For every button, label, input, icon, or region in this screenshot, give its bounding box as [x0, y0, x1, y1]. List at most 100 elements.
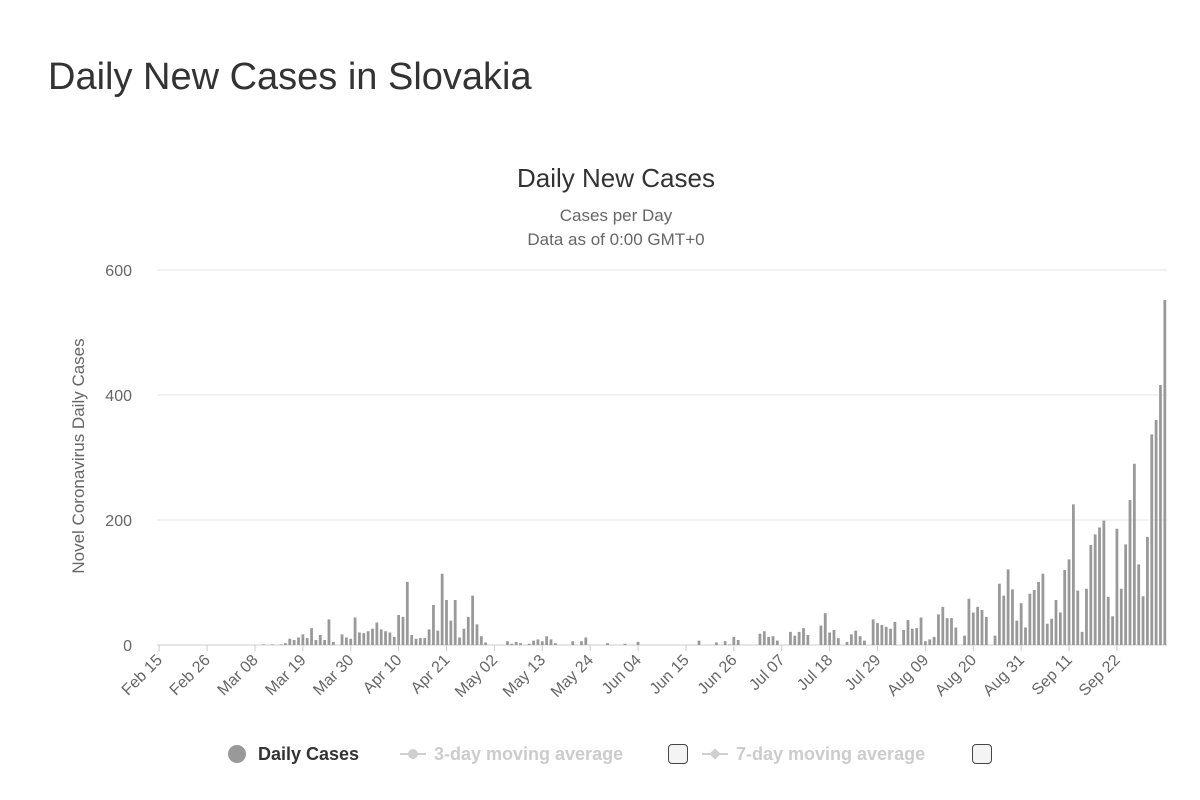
- bar-day-48[interactable]: [366, 631, 370, 645]
- bar-day-203[interactable]: [1041, 573, 1045, 645]
- bar-day-165[interactable]: [876, 623, 879, 646]
- bar-day-47[interactable]: [362, 633, 366, 646]
- bar-day-61[interactable]: [423, 638, 427, 646]
- bar-day-181[interactable]: [945, 618, 949, 646]
- bar-day-176[interactable]: [923, 641, 927, 645]
- bar-day-24[interactable]: [262, 644, 266, 646]
- bar-day-146[interactable]: [793, 635, 797, 646]
- bar-day-167[interactable]: [884, 626, 888, 646]
- bar-day-160[interactable]: [854, 630, 858, 646]
- bar-day-207[interactable]: [1058, 612, 1062, 646]
- bar-day-222[interactable]: [1124, 544, 1128, 646]
- bar-day-148[interactable]: [802, 628, 805, 646]
- bar-day-43[interactable]: [344, 637, 348, 646]
- bar-day-147[interactable]: [797, 631, 801, 646]
- bar-day-230[interactable]: [1159, 385, 1162, 645]
- legend-item-daily-cases[interactable]: Daily Cases: [228, 740, 359, 768]
- bar-day-81[interactable]: [510, 643, 514, 645]
- bar-day-158[interactable]: [845, 641, 849, 646]
- bar-day-59[interactable]: [414, 638, 418, 645]
- bar-day-188[interactable]: [976, 606, 980, 646]
- bar-day-213[interactable]: [1085, 588, 1088, 645]
- bar-day-198[interactable]: [1019, 603, 1023, 646]
- bar-day-227[interactable]: [1146, 536, 1149, 646]
- bar-day-63[interactable]: [432, 605, 435, 645]
- bar-day-162[interactable]: [863, 640, 866, 646]
- bar-day-82[interactable]: [514, 641, 518, 646]
- bar-day-229[interactable]: [1154, 420, 1158, 645]
- bar-day-166[interactable]: [880, 625, 884, 645]
- bar-day-62[interactable]: [427, 629, 431, 646]
- bar-day-175[interactable]: [919, 617, 923, 646]
- bar-day-164[interactable]: [871, 619, 875, 646]
- bar-day-159[interactable]: [849, 634, 853, 646]
- bar-day-88[interactable]: [540, 641, 544, 645]
- bar-day-187[interactable]: [971, 612, 975, 646]
- bar-day-29[interactable]: [284, 643, 287, 646]
- bar-day-225[interactable]: [1137, 564, 1141, 646]
- checkbox-7day-average[interactable]: [972, 744, 992, 764]
- bar-day-70[interactable]: [462, 628, 466, 645]
- bar-day-178[interactable]: [932, 636, 936, 646]
- bar-day-197[interactable]: [1015, 620, 1019, 646]
- bar-day-72[interactable]: [471, 595, 475, 646]
- bar-day-107[interactable]: [623, 643, 627, 645]
- bar-day-39[interactable]: [327, 619, 331, 646]
- bar-day-202[interactable]: [1037, 581, 1040, 646]
- bar-day-140[interactable]: [767, 636, 771, 646]
- bar-day-32[interactable]: [297, 637, 300, 646]
- bar-day-46[interactable]: [358, 632, 361, 646]
- bar-day-204[interactable]: [1045, 623, 1049, 645]
- bar-day-189[interactable]: [980, 610, 984, 645]
- bar-day-50[interactable]: [375, 622, 379, 646]
- bar-day-28[interactable]: [279, 644, 283, 646]
- bar-day-205[interactable]: [1050, 618, 1054, 645]
- legend-item-7day-average[interactable]: 7-day moving average: [702, 740, 925, 768]
- bar-day-75[interactable]: [484, 642, 488, 646]
- bar-day-69[interactable]: [458, 637, 461, 646]
- bar-day-89[interactable]: [545, 636, 549, 645]
- bar-day-131[interactable]: [728, 644, 731, 646]
- bar-day-139[interactable]: [762, 631, 766, 645]
- checkbox-3day-average[interactable]: [668, 744, 688, 764]
- bar-day-85[interactable]: [527, 643, 531, 645]
- bar-day-186[interactable]: [967, 598, 971, 645]
- bar-day-66[interactable]: [445, 600, 448, 645]
- bar-day-36[interactable]: [314, 640, 318, 645]
- bar-day-37[interactable]: [318, 635, 322, 645]
- bar-day-38[interactable]: [323, 640, 326, 645]
- bar-day-156[interactable]: [836, 638, 840, 646]
- bar-day-208[interactable]: [1063, 570, 1067, 645]
- bar-day-182[interactable]: [950, 618, 953, 646]
- bar-day-53[interactable]: [388, 632, 392, 646]
- bar-day-35[interactable]: [310, 628, 313, 646]
- bar-day-44[interactable]: [349, 638, 353, 645]
- bar-day-206[interactable]: [1054, 600, 1058, 645]
- bar-day-231[interactable]: [1163, 300, 1167, 645]
- bar-day-86[interactable]: [532, 640, 535, 646]
- bar-day-212[interactable]: [1080, 631, 1084, 646]
- bar-day-185[interactable]: [963, 635, 966, 646]
- bar-day-83[interactable]: [519, 643, 522, 646]
- bar-day-56[interactable]: [401, 616, 405, 646]
- bar-day-128[interactable]: [715, 642, 718, 646]
- bar-day-224[interactable]: [1132, 463, 1136, 645]
- bar-day-171[interactable]: [902, 630, 906, 645]
- bar-day-179[interactable]: [937, 614, 940, 646]
- bar-day-64[interactable]: [436, 630, 440, 646]
- bar-day-155[interactable]: [832, 630, 836, 645]
- bar-day-133[interactable]: [736, 640, 740, 645]
- bar-day-173[interactable]: [910, 628, 914, 645]
- bar-day-30[interactable]: [288, 638, 292, 645]
- bar-day-211[interactable]: [1076, 590, 1080, 646]
- legend-item-3day-average[interactable]: 3-day moving average: [400, 740, 623, 768]
- bar-day-168[interactable]: [889, 628, 892, 645]
- bar-day-87[interactable]: [536, 639, 540, 646]
- bar-day-200[interactable]: [1028, 593, 1032, 645]
- bar-day-209[interactable]: [1067, 559, 1071, 646]
- bar-day-34[interactable]: [305, 638, 309, 646]
- bar-day-138[interactable]: [758, 633, 762, 645]
- bar-day-54[interactable]: [392, 636, 396, 646]
- bar-day-174[interactable]: [915, 628, 919, 646]
- bar-day-190[interactable]: [984, 616, 988, 646]
